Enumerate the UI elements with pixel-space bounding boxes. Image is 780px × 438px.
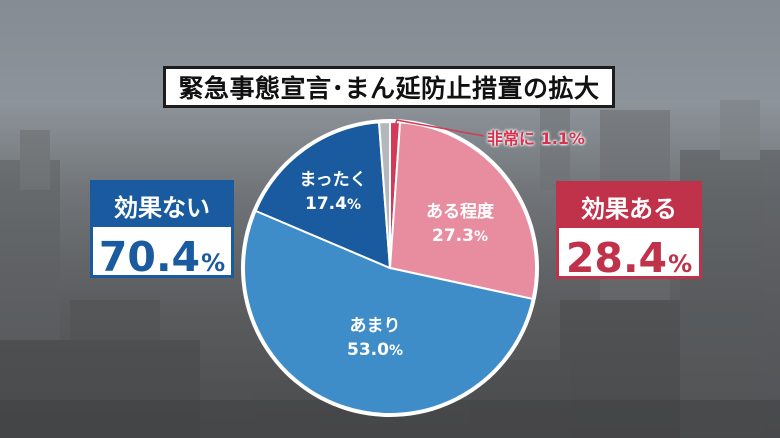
effective-number: 28.4: [565, 234, 668, 279]
not-effective-unit: %: [201, 249, 226, 277]
hijou-leader-line: [394, 119, 485, 137]
slice-label-teido: ある程度 27.3%: [408, 200, 512, 249]
slice-label-mattaku: まったく 17.4%: [288, 168, 378, 217]
badge-effective: 効果ある 28.4%: [556, 181, 702, 279]
badge-effective-label: 効果ある: [559, 184, 699, 228]
not-effective-number: 70.4: [98, 233, 201, 278]
amari-value: 53.0: [347, 340, 389, 360]
mattaku-value: 17.4: [305, 194, 347, 214]
teido-unit: %: [473, 229, 488, 245]
amari-label: あまり: [349, 316, 401, 336]
badge-effective-value: 28.4%: [559, 228, 699, 279]
badge-not-effective-value: 70.4%: [93, 227, 231, 278]
pie-slice-aru-teido: [388, 121, 537, 301]
pie-slice-amari: [243, 209, 534, 415]
teido-label: ある程度: [426, 202, 494, 222]
teido-value: 27.3: [432, 226, 474, 246]
badge-not-effective-label: 効果ない: [93, 183, 231, 227]
mattaku-label: まったく: [299, 170, 367, 190]
amari-unit: %: [388, 343, 403, 359]
mattaku-unit: %: [346, 197, 361, 213]
badge-not-effective: 効果ない 70.4%: [90, 180, 234, 278]
effective-unit: %: [668, 250, 693, 278]
pie-slice-mattaku: [254, 121, 392, 270]
slice-label-hijou: 非常に 1.1%: [487, 129, 585, 148]
slice-label-amari: あまり 53.0%: [330, 314, 420, 363]
pie-slice-other: [377, 120, 391, 269]
chart-title: 緊急事態宣言･まん延防止措置の拡大: [163, 66, 615, 108]
